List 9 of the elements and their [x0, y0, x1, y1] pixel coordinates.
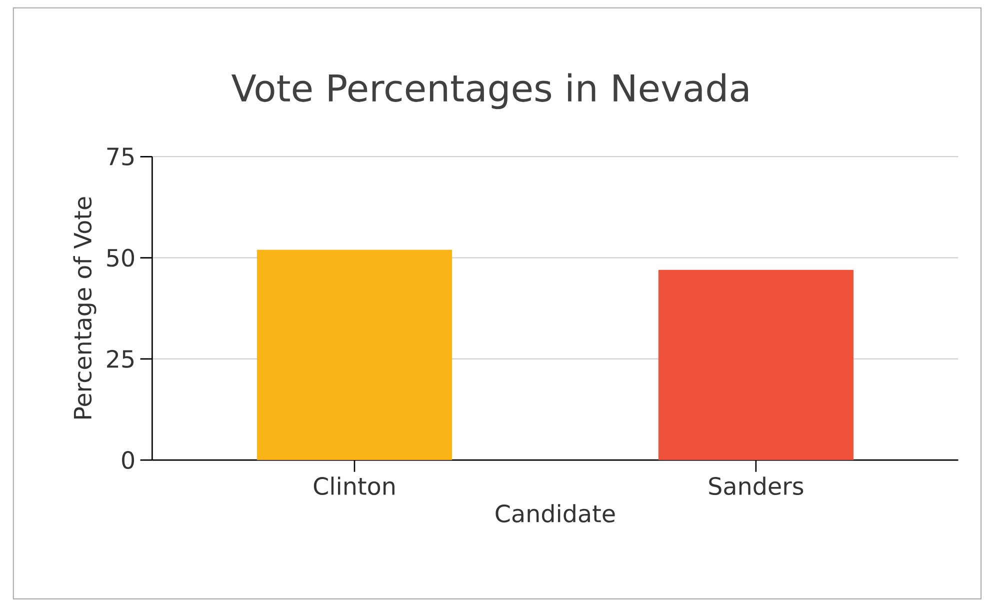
x-tick-label: Sanders [709, 476, 804, 496]
y-axis-title: Percentage of Vote [73, 197, 96, 419]
chart-title: Vote Percentages in Nevada [231, 73, 748, 110]
y-tick-label: 75 [107, 148, 134, 166]
y-tick-label: 50 [107, 248, 134, 267]
y-tick-label: 0 [122, 451, 134, 470]
x-tick-label: Clinton [314, 476, 394, 496]
y-tick-label: 25 [107, 350, 134, 368]
x-axis-title: Candidate [496, 504, 615, 523]
